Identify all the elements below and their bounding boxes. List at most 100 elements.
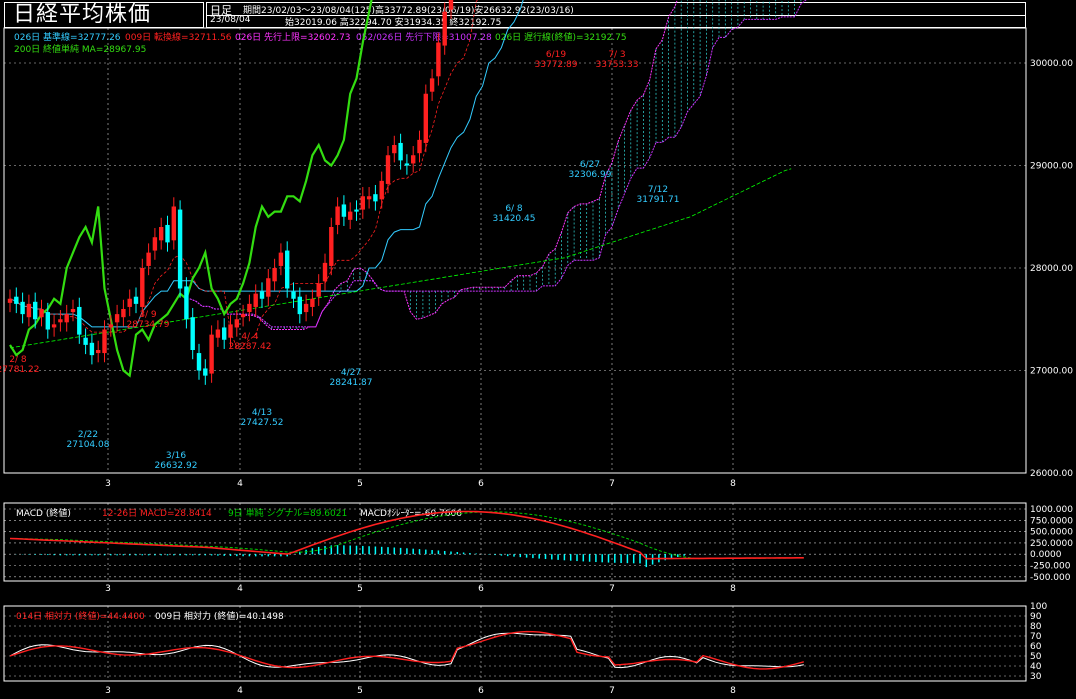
rsi-y-tick: 100 bbox=[1030, 602, 1047, 612]
candle-body bbox=[366, 196, 372, 200]
ma200-line bbox=[9, 168, 792, 349]
macd-y-tick: 250.0000 bbox=[1030, 539, 1073, 549]
candle-body bbox=[33, 301, 38, 320]
annotation-date: 7/ 3 bbox=[608, 50, 625, 60]
x-tick-label: 6 bbox=[478, 479, 484, 489]
annotation-date: 6/27 bbox=[580, 160, 600, 170]
rsi-y-tick: 30 bbox=[1030, 672, 1042, 682]
candle-body bbox=[379, 180, 384, 200]
candle-body bbox=[392, 145, 397, 154]
candle-body bbox=[429, 78, 435, 92]
candle-body bbox=[196, 353, 202, 371]
candle-body bbox=[297, 296, 302, 315]
legend-ma200: 200日 終値単純 MA=28967.95 bbox=[14, 45, 147, 55]
candle-body bbox=[209, 334, 214, 374]
annotation-value: 31791.71 bbox=[637, 195, 680, 205]
annotation-value: 27781.22 bbox=[0, 365, 39, 375]
macd-y-tick: 1000.000 bbox=[1030, 505, 1073, 515]
candle-body bbox=[329, 227, 334, 266]
x-tick-label: 7 bbox=[609, 686, 615, 696]
candle-body bbox=[398, 142, 403, 161]
candle-body bbox=[64, 314, 69, 323]
x-tick-label: 7 bbox=[609, 584, 615, 594]
macd-y-tick: -500.000 bbox=[1030, 573, 1071, 583]
signal-line bbox=[9, 511, 804, 560]
annotation-value: 33772.89 bbox=[535, 60, 578, 70]
legend-signal: 9日 単純 シグナル=89.6021 bbox=[228, 509, 348, 519]
candle-body bbox=[234, 319, 239, 328]
rsi-y-tick: 90 bbox=[1030, 612, 1042, 622]
y-tick-label: 29000.00 bbox=[1030, 162, 1073, 172]
legend-macd-title: MACD (終値) bbox=[16, 509, 71, 519]
x-tick-label: 4 bbox=[237, 584, 243, 594]
annotation-date: 3/16 bbox=[166, 451, 186, 461]
candle-body bbox=[291, 291, 296, 299]
x-tick-label: 5 bbox=[357, 686, 363, 696]
annotation-date: 4/13 bbox=[252, 408, 272, 418]
macd-y-tick: 500.0000 bbox=[1030, 528, 1073, 538]
candle-body bbox=[404, 163, 410, 166]
candle-body bbox=[215, 329, 221, 338]
chikou-line bbox=[9, 0, 373, 378]
legend-senkou2: 052/026日 先行下限=31007.28 bbox=[356, 33, 492, 43]
candle-body bbox=[7, 298, 13, 303]
x-tick-label: 4 bbox=[237, 686, 243, 696]
candle-body bbox=[385, 155, 391, 184]
annotation-value: 27427.52 bbox=[241, 418, 284, 428]
rsi-panel-frame bbox=[3, 605, 1027, 682]
candle-body bbox=[108, 324, 113, 328]
legend-rsi9: 009日 相対力 (終値)=40.1498 bbox=[155, 612, 284, 622]
timeframe-label: 日足 bbox=[210, 4, 232, 17]
senkou-span-a-line bbox=[189, 0, 678, 330]
candle-body bbox=[14, 296, 19, 304]
x-tick-label: 6 bbox=[478, 584, 484, 594]
candle-body bbox=[133, 296, 139, 304]
annotation-value: 33753.33 bbox=[596, 60, 639, 70]
x-tick-label: 8 bbox=[730, 584, 736, 594]
candle-body bbox=[240, 314, 246, 318]
candle-body bbox=[436, 42, 441, 77]
candle-body bbox=[310, 298, 315, 307]
annotation-value: 27104.08 bbox=[67, 440, 110, 450]
candle-body bbox=[77, 306, 82, 335]
candle-body bbox=[316, 283, 321, 297]
x-tick-label: 6 bbox=[478, 686, 484, 696]
candle-body bbox=[83, 337, 88, 345]
annotation-date: 4/27 bbox=[341, 368, 361, 378]
annotation-value: 31420.45 bbox=[493, 214, 536, 224]
candle-body bbox=[177, 209, 183, 289]
candle-body bbox=[58, 319, 63, 323]
candle-body bbox=[70, 309, 76, 313]
candle-body bbox=[102, 329, 107, 354]
candle-body bbox=[228, 324, 233, 338]
candle-body bbox=[423, 93, 428, 143]
rsi-y-tick: 60 bbox=[1030, 642, 1042, 652]
annotation-value: 28734.79 bbox=[127, 320, 170, 330]
x-tick-label: 3 bbox=[105, 479, 111, 489]
legend-rsi14: 014日 相対力 (終値)=44.4400 bbox=[16, 612, 145, 622]
candle-body bbox=[96, 350, 101, 354]
candle-body bbox=[259, 291, 265, 299]
candle-body bbox=[442, 11, 447, 46]
legend-senkou1: 026日 先行上限=32602.73 bbox=[235, 33, 351, 43]
rsi-y-tick: 70 bbox=[1030, 632, 1042, 642]
candle-body bbox=[335, 206, 340, 225]
rsi-y-tick: 80 bbox=[1030, 622, 1042, 632]
macd-y-tick: 0.0000 bbox=[1030, 550, 1062, 560]
annotation-value: 28287.42 bbox=[229, 342, 272, 352]
annotation-date: 4/ 4 bbox=[241, 332, 259, 342]
annotation-date: 6/ 8 bbox=[505, 204, 523, 214]
candle-body bbox=[127, 298, 132, 307]
candle-body bbox=[89, 342, 95, 356]
legend-kijun: 026日 基準線=32777.26 bbox=[14, 33, 121, 43]
x-tick-label: 4 bbox=[237, 479, 243, 489]
x-tick-label: 8 bbox=[730, 479, 736, 489]
candle-body bbox=[272, 268, 277, 282]
candle-body bbox=[253, 293, 258, 307]
rsi14-line bbox=[9, 630, 804, 670]
y-tick-label: 27000.00 bbox=[1030, 367, 1073, 377]
candle-body bbox=[341, 204, 347, 217]
candle-body bbox=[448, 0, 454, 10]
legend-tenkan: 009日 転換線=32711.56 bbox=[125, 33, 232, 43]
candle-body bbox=[354, 209, 359, 212]
